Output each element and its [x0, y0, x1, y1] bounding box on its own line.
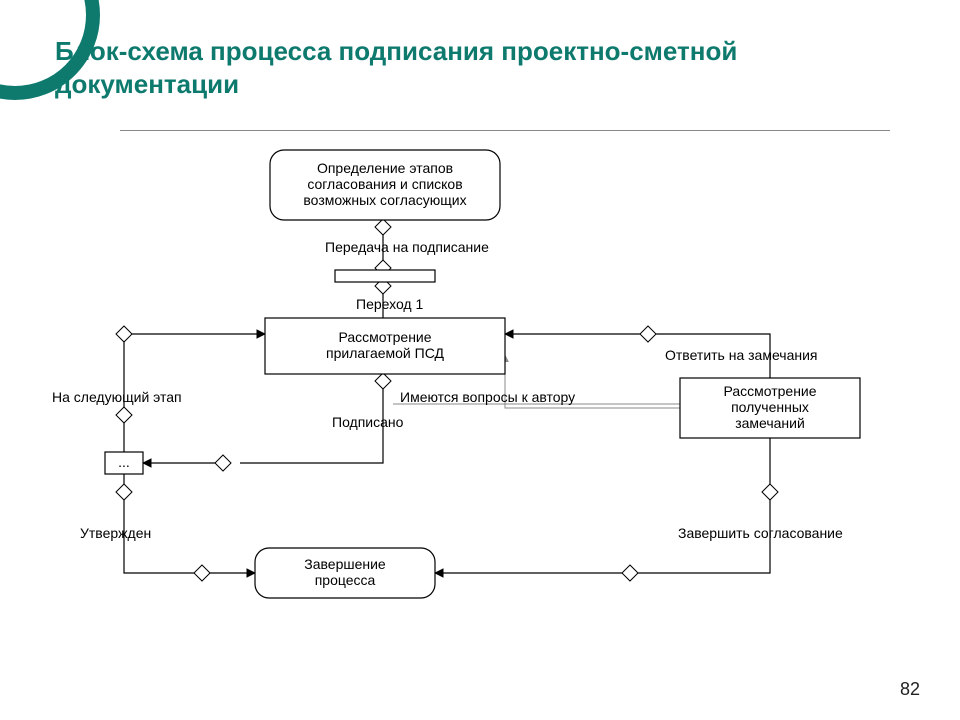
svg-text:Рассмотрение: Рассмотрение — [723, 383, 816, 399]
svg-text:Завершение: Завершение — [304, 556, 386, 572]
svg-text:процесса: процесса — [315, 572, 376, 588]
svg-text:Переход 1: Переход 1 — [356, 296, 423, 312]
svg-text:На следующий этап: На следующий этап — [52, 389, 182, 405]
svg-text:Подписано: Подписано — [332, 414, 404, 430]
node-n_ellipsis: ... — [105, 452, 143, 474]
page-number: 82 — [900, 679, 920, 700]
flowchart-svg: Определение этаповсогласования и списков… — [30, 140, 930, 680]
svg-text:возможных согласующих: возможных согласующих — [303, 192, 466, 208]
flowchart-diagram: Определение этаповсогласования и списков… — [30, 140, 930, 680]
node-n_complete: Завершениепроцесса — [255, 548, 435, 598]
svg-text:Утвержден: Утвержден — [80, 525, 151, 541]
svg-text:Определение этапов: Определение этапов — [317, 160, 453, 176]
svg-text:замечаний: замечаний — [735, 415, 805, 431]
svg-text:прилагаемой ПСД: прилагаемой ПСД — [326, 345, 445, 361]
title-rule — [120, 130, 890, 131]
svg-text:...: ... — [118, 454, 130, 470]
svg-text:согласования и списков: согласования и списков — [307, 176, 462, 192]
node-n_define: Определение этаповсогласования и списков… — [270, 150, 500, 220]
svg-text:Имеются вопросы к автору: Имеются вопросы к автору — [400, 389, 575, 405]
node-n_review: Рассмотрениеприлагаемой ПСД — [265, 318, 505, 374]
svg-text:полученных: полученных — [731, 399, 809, 415]
svg-text:Ответить на замечания: Ответить на замечания — [665, 347, 818, 363]
svg-text:Рассмотрение: Рассмотрение — [338, 329, 431, 345]
page-title: Блок-схема процесса подписания проектно-… — [55, 35, 875, 100]
node-n_remarks: Рассмотрениеполученныхзамечаний — [680, 378, 860, 438]
svg-text:Передача на подписание: Передача на подписание — [325, 239, 489, 255]
slide: Блок-схема процесса подписания проектно-… — [0, 0, 960, 720]
svg-text:Завершить согласование: Завершить согласование — [678, 525, 843, 541]
node-n_bar — [335, 270, 435, 282]
